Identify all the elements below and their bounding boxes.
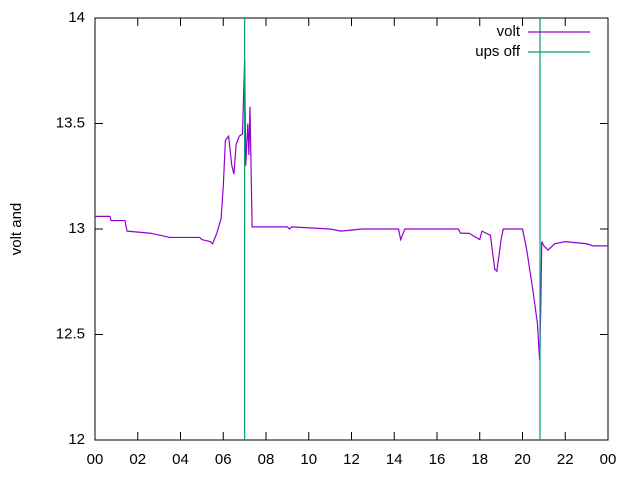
- x-tick-label: 02: [129, 451, 146, 468]
- x-tick-label: 20: [514, 451, 531, 468]
- legend-label: ups off: [475, 43, 521, 60]
- x-tick-label: 22: [557, 451, 574, 468]
- x-tick-label: 04: [172, 451, 189, 468]
- x-tick-label: 12: [343, 451, 360, 468]
- x-tick-label: 18: [471, 451, 488, 468]
- x-tick-label: 14: [386, 451, 403, 468]
- x-tick-label: 10: [300, 451, 317, 468]
- y-tick-label: 12: [68, 431, 85, 448]
- legend-label: volt: [497, 23, 521, 40]
- x-tick-label: 08: [258, 451, 275, 468]
- plot-border: [94, 17, 609, 441]
- x-tick-label: 00: [600, 451, 617, 468]
- series-line: [95, 60, 608, 360]
- y-tick-label: 13: [68, 220, 85, 237]
- y-axis-label: volt and: [8, 203, 25, 256]
- y-tick-label: 12.5: [56, 325, 85, 342]
- y-tick-label: 14: [68, 9, 85, 26]
- y-tick-label: 13.5: [56, 114, 85, 131]
- x-tick-label: 06: [215, 451, 232, 468]
- x-tick-label: 16: [429, 451, 446, 468]
- x-tick-label: 00: [87, 451, 104, 468]
